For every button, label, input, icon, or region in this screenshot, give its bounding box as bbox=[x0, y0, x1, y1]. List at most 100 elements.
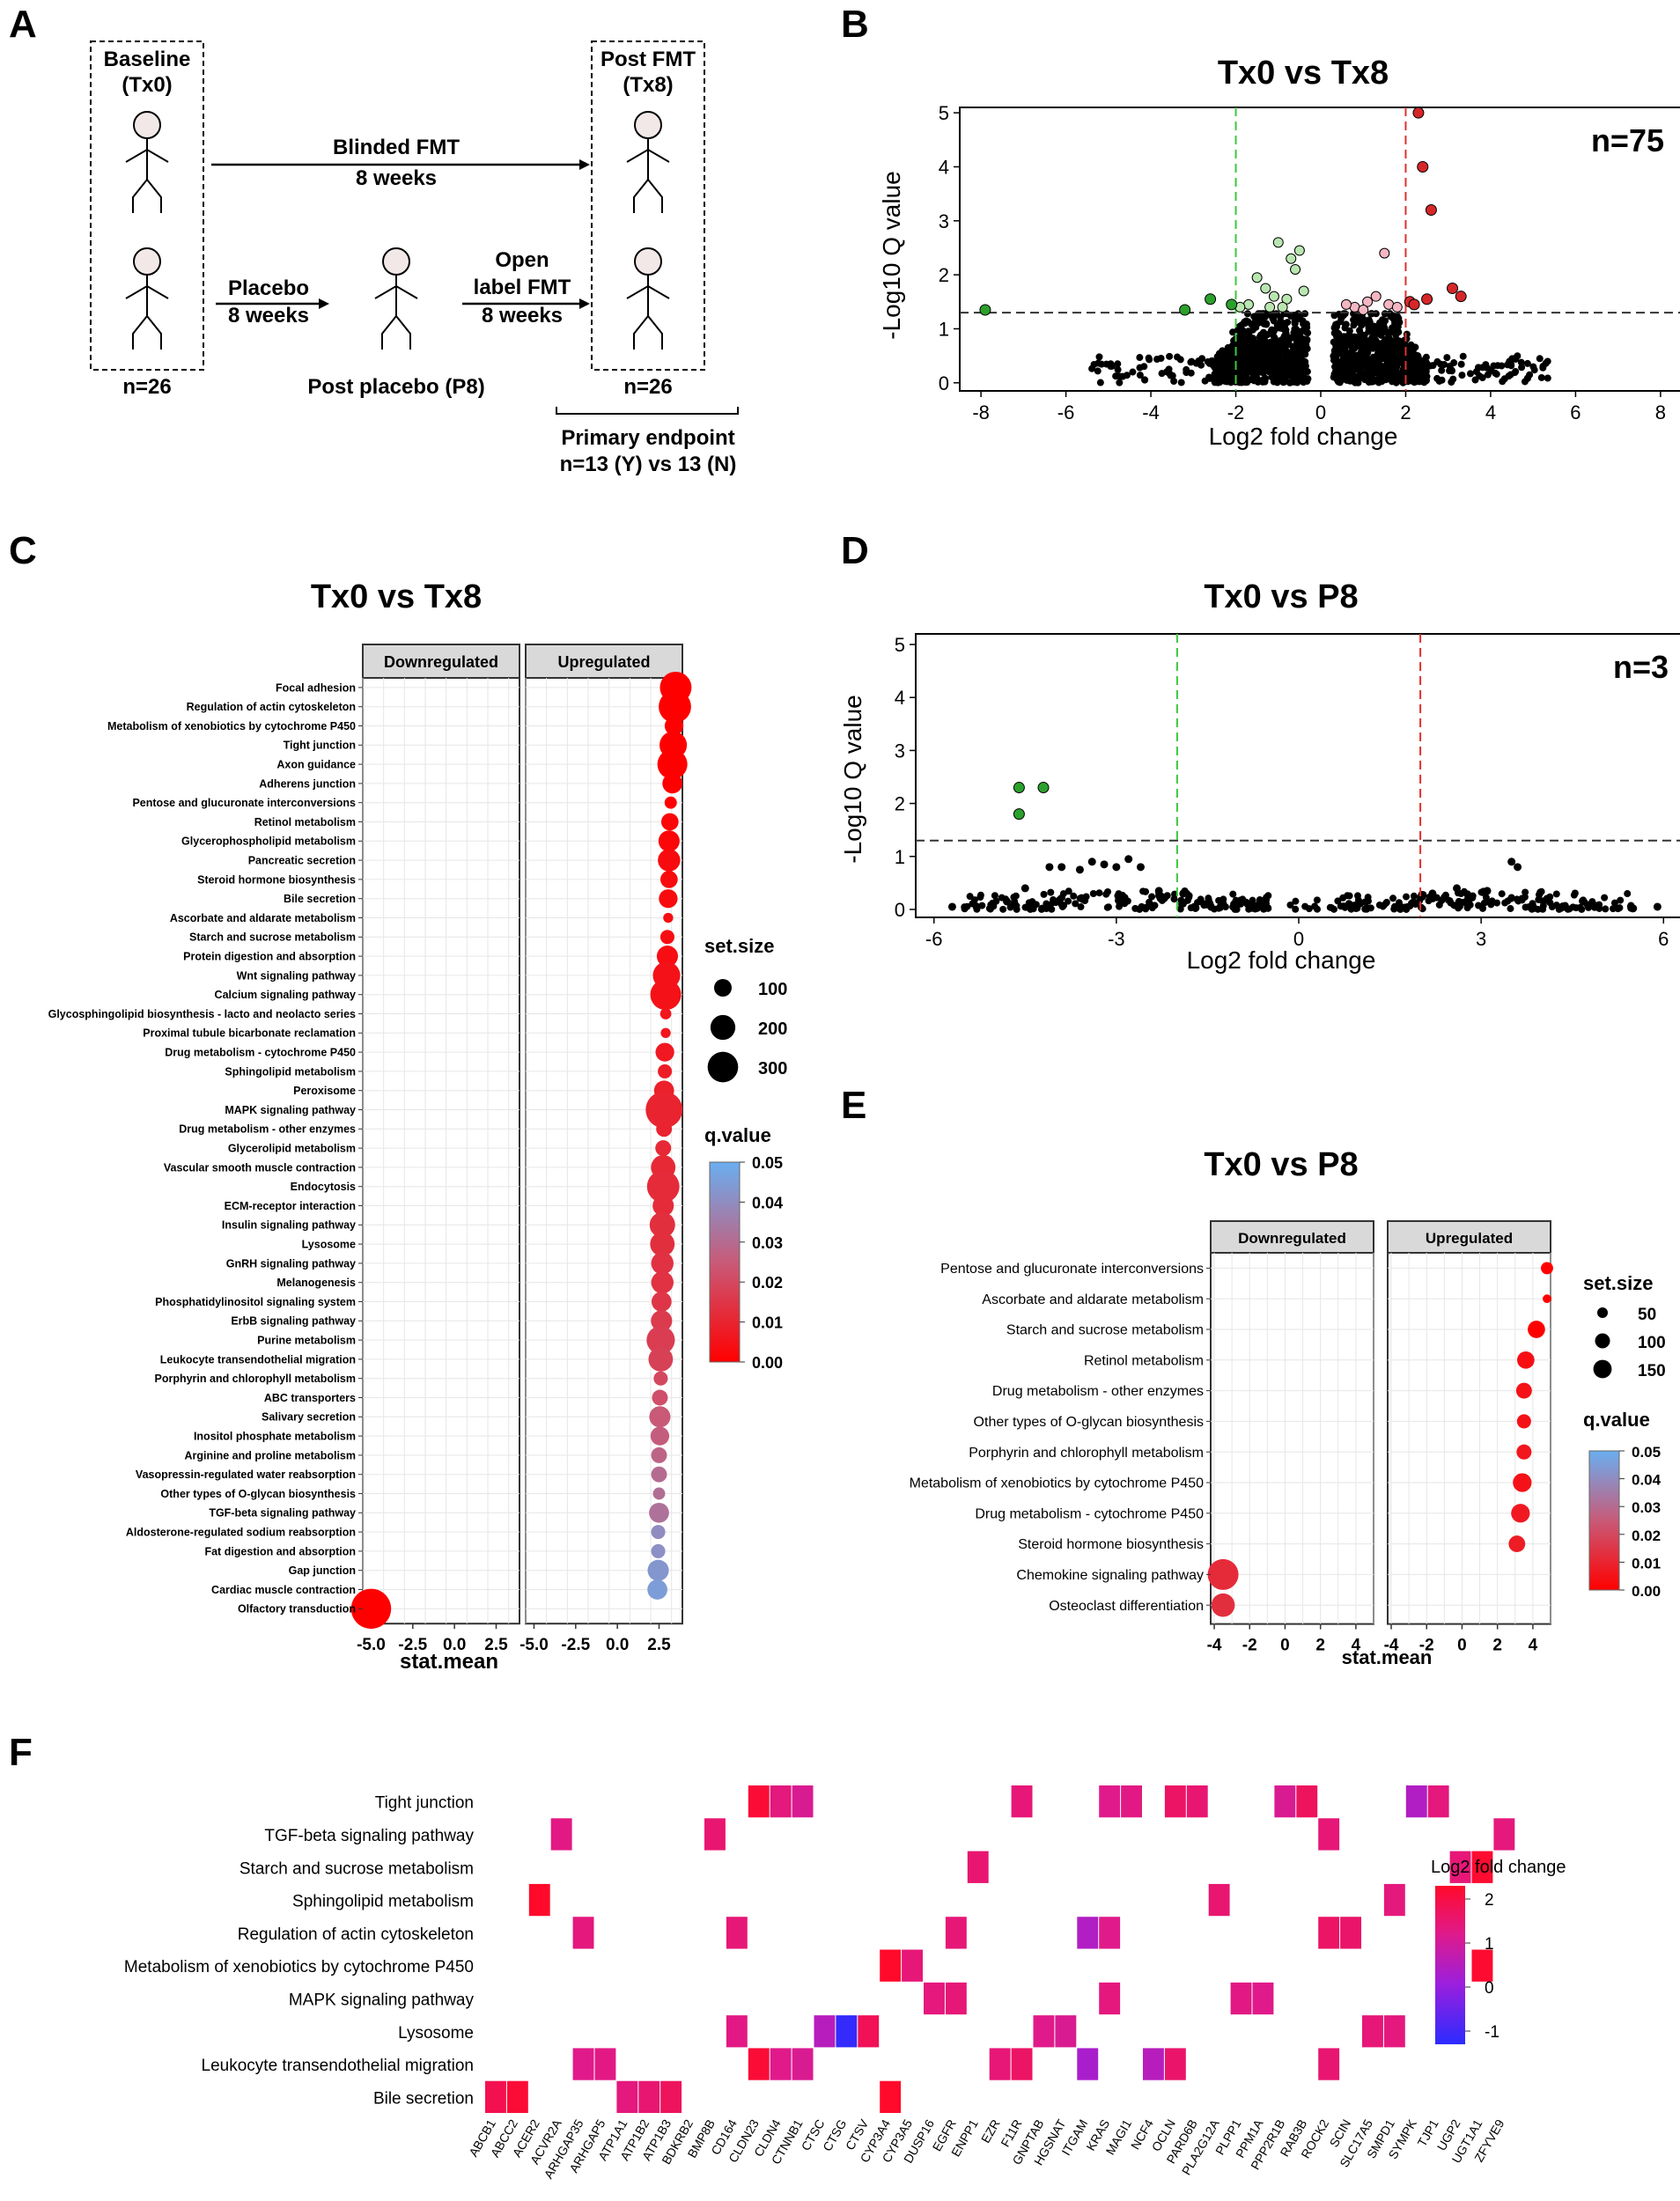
pathway-label: Pentose and glucuronate interconversions bbox=[940, 1262, 1204, 1277]
ns-point bbox=[1522, 903, 1529, 911]
trend-up-point bbox=[1340, 298, 1352, 310]
person-head-icon bbox=[382, 247, 410, 276]
ns-point bbox=[1256, 331, 1264, 339]
x-tick-label: 0 bbox=[1315, 401, 1326, 423]
facet-strip-label: Downregulated bbox=[384, 653, 498, 671]
dot-c-legend: 100 200 300 0.05 0.04 0.03 0.02 0.01 0.00 bbox=[707, 979, 787, 1372]
pathway-label: Steroid hormone biosynthesis bbox=[197, 873, 356, 886]
ns-point bbox=[1072, 900, 1079, 908]
ns-point bbox=[1333, 323, 1341, 331]
ns-point bbox=[1385, 329, 1393, 337]
heatmap-row-label: Lysosome bbox=[398, 2024, 474, 2043]
ns-point bbox=[1205, 894, 1212, 902]
ns-point bbox=[1346, 901, 1354, 909]
ns-point bbox=[1136, 354, 1144, 362]
pathway-dot bbox=[649, 1406, 671, 1428]
ns-point bbox=[1326, 903, 1334, 911]
heatmap-cell bbox=[638, 2080, 660, 2113]
ns-point bbox=[1013, 902, 1021, 909]
pathway-label: Tight junction bbox=[284, 740, 356, 752]
person-body-icon bbox=[626, 275, 670, 350]
ns-point bbox=[1458, 898, 1466, 906]
person-body-icon bbox=[626, 138, 670, 213]
ns-point bbox=[1508, 355, 1516, 363]
ns-point bbox=[1435, 901, 1443, 909]
trend-up-point bbox=[1370, 291, 1382, 302]
heatmap-row-label: Leukocyte transendothelial migration bbox=[202, 2057, 474, 2075]
blinded-weeks: 8 weeks bbox=[356, 166, 437, 190]
heatmap-cell bbox=[1186, 1785, 1208, 1818]
heatmap-row-label: Starch and sucrose metabolism bbox=[239, 1859, 474, 1878]
pathway-dot bbox=[658, 1064, 673, 1078]
pathway-dot bbox=[646, 1326, 675, 1355]
ns-point bbox=[1254, 344, 1262, 352]
ns-point bbox=[1162, 893, 1170, 901]
ns-point bbox=[1386, 310, 1394, 318]
pathway-dot bbox=[647, 1559, 669, 1581]
ns-point bbox=[1387, 343, 1395, 351]
ns-point bbox=[1345, 331, 1353, 339]
heatmap-cell bbox=[506, 2080, 528, 2113]
facet-strip bbox=[525, 644, 683, 679]
x-tick-label: -4 bbox=[1384, 1637, 1399, 1655]
pathway-label: Porphyrin and chlorophyll metabolism bbox=[154, 1373, 356, 1385]
significant-up-point bbox=[1412, 107, 1425, 119]
post-fmt-title: Post FMT bbox=[601, 48, 696, 71]
ns-point bbox=[1124, 855, 1133, 864]
pathway-dot bbox=[1211, 1593, 1235, 1617]
ns-point bbox=[1498, 890, 1506, 898]
ns-point bbox=[1576, 903, 1584, 911]
ns-point bbox=[1501, 899, 1509, 907]
colorbar-label: 0.01 bbox=[752, 1314, 783, 1332]
ns-point bbox=[1200, 902, 1208, 909]
pathway-dot bbox=[653, 1371, 668, 1386]
n-left: n=26 bbox=[122, 375, 171, 399]
ns-point bbox=[1236, 333, 1244, 341]
ns-point bbox=[1448, 379, 1455, 386]
pathway-label: ECM-receptor interaction bbox=[225, 1200, 356, 1212]
ns-point bbox=[1292, 345, 1300, 353]
heatmap-cell bbox=[748, 1785, 770, 1818]
ns-point bbox=[1334, 897, 1342, 905]
ns-point bbox=[1614, 905, 1622, 913]
heatmap-cell bbox=[858, 2015, 880, 2048]
ns-point bbox=[1280, 333, 1288, 341]
ns-point bbox=[1060, 902, 1068, 909]
ns-point bbox=[1463, 890, 1471, 898]
dot-c-size-legend-title: set.size bbox=[704, 935, 775, 957]
ns-point bbox=[1095, 889, 1103, 897]
pathway-label: Starch and sucrose metabolism bbox=[189, 931, 356, 944]
ns-point bbox=[1535, 895, 1543, 903]
ns-point bbox=[1478, 904, 1486, 912]
ns-point bbox=[1609, 905, 1617, 913]
pathway-label: Pentose and glucuronate interconversions bbox=[132, 797, 356, 809]
pathway-dot bbox=[660, 871, 678, 888]
ns-point bbox=[1570, 891, 1578, 899]
person-body-icon bbox=[125, 138, 169, 213]
heatmap-cell bbox=[792, 2048, 814, 2080]
pathway-dot bbox=[1541, 1262, 1553, 1275]
ns-point bbox=[966, 893, 974, 901]
panel-label-d: D bbox=[841, 529, 869, 572]
colorbar-label: 0.03 bbox=[1632, 1499, 1661, 1516]
pathway-label: Drug metabolism - other enzymes bbox=[992, 1384, 1204, 1399]
pathway-dot bbox=[1515, 1382, 1532, 1399]
pathway-dot bbox=[1517, 1351, 1535, 1369]
ns-point bbox=[1458, 372, 1466, 379]
ns-point bbox=[1360, 360, 1368, 368]
ns-point bbox=[1348, 353, 1356, 361]
pathway-dot bbox=[659, 690, 691, 724]
panel-d-volcano: Tx0 vs P8 -6 -3 0 3 6 0 1 2 3 4 5 n=3 Log2 fold ch… bbox=[839, 578, 1680, 974]
ns-point bbox=[1263, 900, 1271, 908]
ns-point bbox=[1205, 373, 1213, 381]
ns-point bbox=[1330, 350, 1338, 358]
volcano-b-points bbox=[960, 107, 1680, 391]
heatmap-legend-title: Log2 fold change bbox=[1431, 1858, 1566, 1877]
pathway-dot bbox=[1528, 1321, 1545, 1338]
pathway-label: Endocytosis bbox=[291, 1181, 356, 1193]
ns-point bbox=[1258, 359, 1266, 367]
y-tick-label: 1 bbox=[939, 318, 949, 340]
trend-down-point bbox=[1298, 285, 1309, 297]
ns-point bbox=[1342, 321, 1350, 329]
dot-c-xlabel: stat.mean bbox=[400, 1650, 498, 1674]
